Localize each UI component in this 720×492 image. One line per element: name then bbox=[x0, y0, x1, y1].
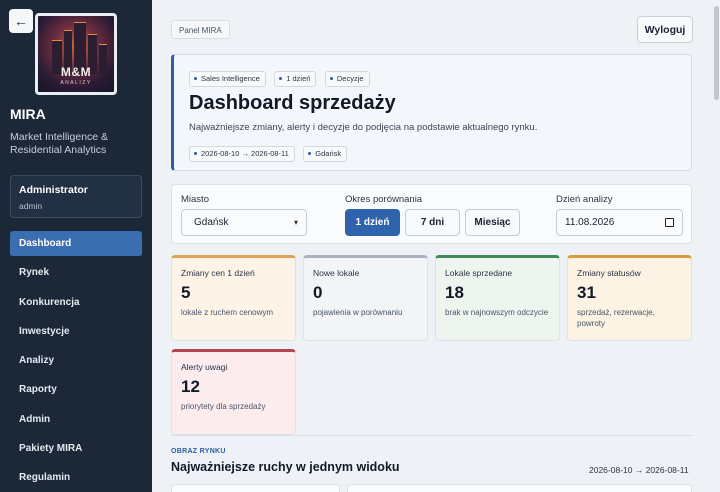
period-option-month[interactable]: Miesiąc bbox=[465, 209, 520, 236]
kpi-value: 18 bbox=[445, 283, 464, 302]
calendar-icon[interactable] bbox=[665, 218, 674, 227]
kpi-description: brak w najnowszym odczycie bbox=[445, 308, 549, 317]
logo-title: M&M bbox=[60, 65, 92, 79]
sidebar-item-inwestycje[interactable]: Inwestycje bbox=[19, 325, 70, 337]
tag-label: Sales Intelligence bbox=[201, 74, 260, 83]
kpi-card-new-units[interactable]: Nowe lokale 0 pojawienia w porównaniu bbox=[303, 255, 428, 341]
kpi-description: pojawienia w porównaniu bbox=[313, 308, 403, 317]
hero-tags: Sales Intelligence 1 dzień Decyzje bbox=[189, 68, 374, 87]
period-option-1-day[interactable]: 1 dzień bbox=[345, 209, 400, 236]
kpi-value: 5 bbox=[181, 283, 191, 302]
analysis-date-value: 11.08.2026 bbox=[565, 217, 615, 228]
date-filter-label: Dzień analizy bbox=[556, 194, 613, 205]
breadcrumb: Panel MIRA bbox=[171, 20, 230, 39]
kpi-value: 0 bbox=[313, 283, 323, 302]
logout-button[interactable]: Wyloguj bbox=[637, 16, 693, 43]
sidebar-item-raporty[interactable]: Raporty bbox=[19, 384, 57, 396]
kpi-card-alerts[interactable]: Alerty uwagi 12 priorytety dla sprzedaży bbox=[171, 349, 296, 435]
section-title: Najważniejsze ruchy w jednym widoku bbox=[171, 460, 400, 474]
page-description: Najważniejsze zmiany, alerty i decyzje d… bbox=[189, 122, 538, 133]
logo-subtitle: ANALIZY bbox=[60, 80, 92, 86]
kpi-description: priorytety dla sprzedaży bbox=[181, 402, 266, 411]
user-role: admin bbox=[19, 201, 43, 211]
sidebar-item-admin[interactable]: Admin bbox=[19, 413, 51, 425]
kpi-title: Lokale sprzedane bbox=[445, 268, 513, 278]
kpi-value: 31 bbox=[577, 283, 596, 302]
period-filter-label: Okres porównania bbox=[345, 194, 423, 205]
date-range-label: 2026-08-10 → 2026-08-11 bbox=[201, 149, 289, 158]
scrollbar-thumb[interactable] bbox=[714, 6, 719, 100]
dot-icon bbox=[194, 76, 197, 80]
section-kicker: OBRAZ RYNKU bbox=[171, 448, 226, 455]
tag-chip: Decyzje bbox=[324, 71, 370, 87]
kpi-title: Zmiany statusów bbox=[577, 268, 641, 278]
dot-icon bbox=[194, 151, 197, 155]
scrollbar[interactable] bbox=[712, 0, 720, 492]
kpi-title: Nowe lokale bbox=[313, 268, 360, 278]
kpi-value: 12 bbox=[181, 377, 200, 396]
dot-icon bbox=[329, 76, 333, 80]
brand-logo: M&M ANALIZY bbox=[35, 13, 117, 95]
tag-chip: 1 dzień bbox=[274, 71, 317, 87]
sidebar-item-rynek[interactable]: Rynek bbox=[19, 267, 50, 279]
sidebar-nav: Dashboard Rynek Konkurencja Inwestycje A… bbox=[10, 231, 142, 492]
tag-chip: Sales Intelligence bbox=[189, 71, 266, 87]
user-name: Administrator bbox=[19, 184, 88, 196]
sidebar: ← M&M ANALIZY MIRA Market Intelligence &… bbox=[0, 0, 152, 492]
brand-name: MIRA bbox=[10, 106, 46, 122]
sidebar-item-pakiety[interactable]: Pakiety MIRA bbox=[19, 443, 83, 455]
city-select[interactable]: Gdańsk ▾ bbox=[181, 209, 307, 236]
sidebar-item-analizy[interactable]: Analizy bbox=[19, 355, 55, 367]
page-title: Dashboard sprzedaży bbox=[189, 92, 396, 114]
city-chip: Gdańsk bbox=[303, 146, 348, 162]
date-range-chip: 2026-08-10 → 2026-08-11 bbox=[189, 146, 295, 162]
section-divider bbox=[171, 435, 692, 436]
back-button[interactable]: ← bbox=[9, 9, 33, 33]
section-date-range: 2026-08-10 → 2026-08-11 bbox=[589, 465, 689, 475]
tag-label: Decyzje bbox=[336, 74, 364, 83]
chevron-down-icon: ▾ bbox=[293, 218, 298, 227]
brand-tagline: Market Intelligence & Residential Analyt… bbox=[10, 131, 109, 156]
market-panel-right bbox=[347, 484, 692, 492]
sidebar-item-konkurencja[interactable]: Konkurencja bbox=[19, 296, 80, 308]
city-filter-label: Miasto bbox=[181, 194, 209, 205]
analysis-date-input[interactable]: 11.08.2026 bbox=[556, 209, 683, 236]
market-panel-left bbox=[171, 484, 340, 492]
kpi-card-price-changes[interactable]: Zmiany cen 1 dzień 5 lokale z ruchem cen… bbox=[171, 255, 296, 341]
dot-icon bbox=[279, 76, 283, 80]
hero-meta: 2026-08-10 → 2026-08-11 Gdańsk bbox=[189, 143, 351, 162]
kpi-card-status-changes[interactable]: Zmiany statusów 31 sprzedaż, rezerwacje,… bbox=[567, 255, 692, 341]
period-option-7-days[interactable]: 7 dni bbox=[405, 209, 460, 236]
city-label: Gdańsk bbox=[315, 149, 342, 158]
hero-card: Sales Intelligence 1 dzień Decyzje Dashb… bbox=[171, 54, 692, 171]
kpi-description: lokale z ruchem cenowym bbox=[181, 308, 274, 317]
kpi-title: Zmiany cen 1 dzień bbox=[181, 268, 255, 278]
sidebar-item-dashboard[interactable]: Dashboard bbox=[10, 231, 142, 256]
kpi-card-sold-units[interactable]: Lokale sprzedane 18 brak w najnowszym od… bbox=[435, 255, 560, 341]
city-select-value: Gdańsk bbox=[194, 217, 229, 228]
kpi-title: Alerty uwagi bbox=[181, 362, 228, 372]
sidebar-item-regulamin[interactable]: Regulamin bbox=[19, 472, 71, 484]
user-card: Administrator admin bbox=[10, 175, 142, 218]
dot-icon bbox=[308, 151, 312, 155]
kpi-description: sprzedaż, rezerwacje, powroty bbox=[577, 308, 655, 328]
tag-label: 1 dzień bbox=[286, 74, 311, 83]
filters-panel: Miasto Gdańsk ▾ Okres porównania 1 dzień… bbox=[171, 184, 692, 244]
